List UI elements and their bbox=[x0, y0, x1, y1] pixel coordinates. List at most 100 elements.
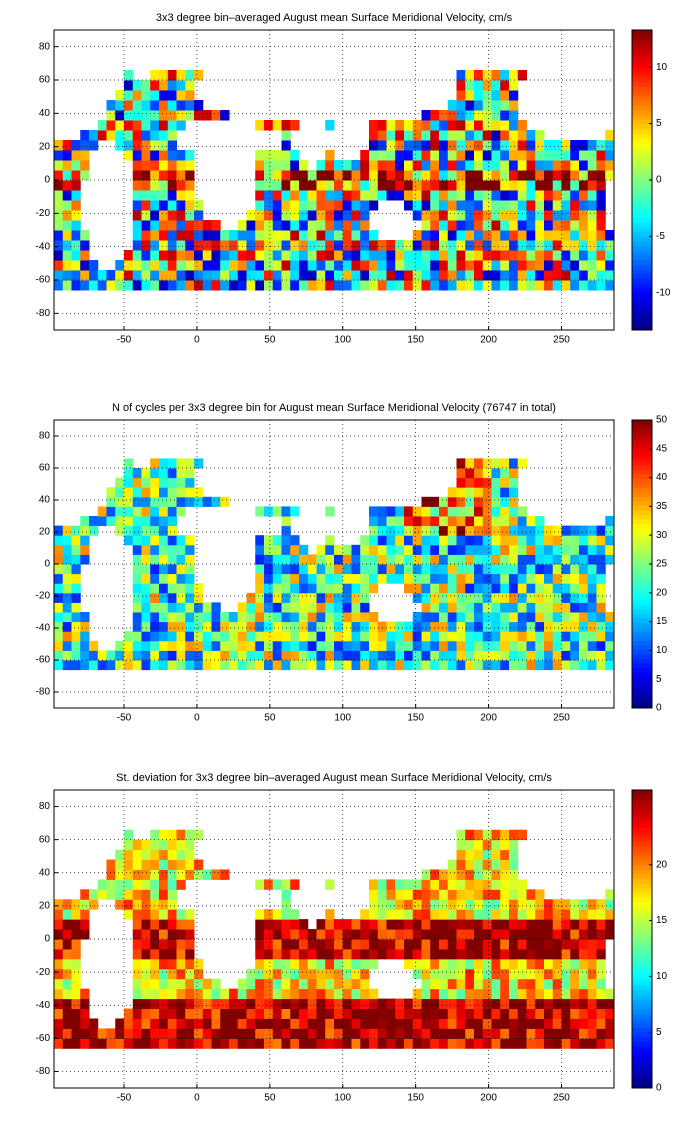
field-cell bbox=[377, 650, 387, 661]
field-cell bbox=[517, 160, 527, 171]
field-cell bbox=[421, 230, 431, 241]
field-cell bbox=[439, 506, 449, 517]
field-cell bbox=[185, 554, 195, 565]
field-cell bbox=[535, 929, 545, 940]
field-cell bbox=[194, 978, 204, 990]
field-cell bbox=[176, 260, 186, 271]
field-cell bbox=[587, 602, 597, 613]
field-cell bbox=[465, 220, 475, 231]
field-cell bbox=[351, 988, 361, 1000]
field-cell bbox=[552, 564, 562, 575]
field-cell bbox=[421, 939, 431, 950]
field-cell bbox=[474, 988, 484, 1000]
field-cell bbox=[71, 948, 81, 960]
field-cell bbox=[159, 220, 169, 231]
field-cell bbox=[307, 948, 317, 960]
field-cell bbox=[430, 535, 440, 546]
field-cell bbox=[132, 968, 142, 980]
field-cell bbox=[500, 70, 510, 81]
field-cell bbox=[264, 120, 274, 131]
field-cell bbox=[526, 190, 536, 201]
field-cell bbox=[526, 1038, 536, 1049]
field-cell bbox=[141, 130, 151, 141]
field-cell bbox=[430, 583, 440, 594]
field-cell bbox=[62, 631, 72, 642]
field-cell bbox=[517, 621, 527, 632]
colorbar-segment bbox=[632, 985, 652, 991]
field-cell bbox=[220, 612, 230, 623]
field-cell bbox=[421, 544, 431, 555]
field-cell bbox=[211, 660, 221, 671]
field-cell bbox=[272, 631, 282, 642]
field-cell bbox=[89, 650, 99, 661]
field-cell bbox=[587, 919, 597, 930]
field-cell bbox=[491, 998, 501, 1010]
field-cell bbox=[552, 250, 562, 261]
field-cell bbox=[587, 1028, 597, 1039]
field-cell bbox=[316, 660, 326, 671]
field-cell bbox=[71, 958, 81, 970]
field-cell bbox=[62, 535, 72, 546]
field-cell bbox=[132, 130, 142, 141]
field-cell bbox=[500, 210, 510, 221]
field-cell bbox=[474, 506, 484, 517]
field-cell bbox=[421, 631, 431, 642]
field-cell bbox=[430, 948, 440, 960]
field-cell bbox=[605, 612, 615, 623]
field-cell bbox=[255, 621, 265, 632]
field-cell bbox=[290, 220, 300, 231]
field-cell bbox=[255, 650, 265, 661]
field-cell bbox=[307, 978, 317, 990]
field-cell bbox=[255, 583, 265, 594]
field-cell bbox=[290, 640, 300, 651]
field-cell bbox=[299, 602, 309, 613]
field-cell bbox=[377, 535, 387, 546]
field-cell bbox=[587, 1038, 597, 1049]
field-cell bbox=[535, 535, 545, 546]
field-cell bbox=[360, 583, 370, 594]
field-cell bbox=[587, 592, 597, 603]
field-cell bbox=[290, 120, 300, 131]
field-cell bbox=[395, 899, 405, 910]
field-cell bbox=[167, 1018, 177, 1029]
field-cell bbox=[552, 240, 562, 251]
field-cell bbox=[421, 899, 431, 910]
field-cell bbox=[211, 978, 221, 990]
field-cell bbox=[316, 919, 326, 930]
field-cell bbox=[290, 1008, 300, 1019]
field-cell bbox=[421, 130, 431, 141]
field-cell bbox=[465, 200, 475, 211]
field-cell bbox=[439, 516, 449, 527]
field-cell bbox=[176, 90, 186, 101]
field-cell bbox=[342, 573, 352, 584]
field-cell bbox=[456, 919, 466, 930]
field-cell bbox=[150, 554, 160, 565]
field-cell bbox=[500, 1018, 510, 1029]
field-cell bbox=[474, 919, 484, 930]
field-cell bbox=[386, 554, 396, 565]
field-cell bbox=[132, 544, 142, 555]
field-cell bbox=[509, 829, 519, 841]
field-cell bbox=[80, 909, 90, 920]
field-cell bbox=[115, 496, 125, 507]
field-cell bbox=[552, 631, 562, 642]
field-cell bbox=[430, 516, 440, 527]
field-cell bbox=[62, 621, 72, 632]
colorbar-tick-label: 5 bbox=[656, 118, 662, 129]
field-cell bbox=[491, 592, 501, 603]
field-cell bbox=[71, 160, 81, 171]
field-cell bbox=[115, 859, 125, 870]
field-cell bbox=[474, 948, 484, 960]
field-cell bbox=[474, 458, 484, 469]
field-cell bbox=[482, 849, 492, 861]
field-cell bbox=[325, 1038, 335, 1049]
field-cell bbox=[141, 939, 151, 950]
field-cell bbox=[579, 190, 589, 201]
field-cell bbox=[570, 958, 580, 970]
field-cell bbox=[115, 1018, 125, 1029]
field-cell bbox=[369, 948, 379, 960]
colorbar-segment bbox=[632, 429, 652, 434]
field-cell bbox=[290, 1028, 300, 1039]
colorbar-segment bbox=[632, 76, 652, 83]
field-cell bbox=[447, 978, 457, 990]
